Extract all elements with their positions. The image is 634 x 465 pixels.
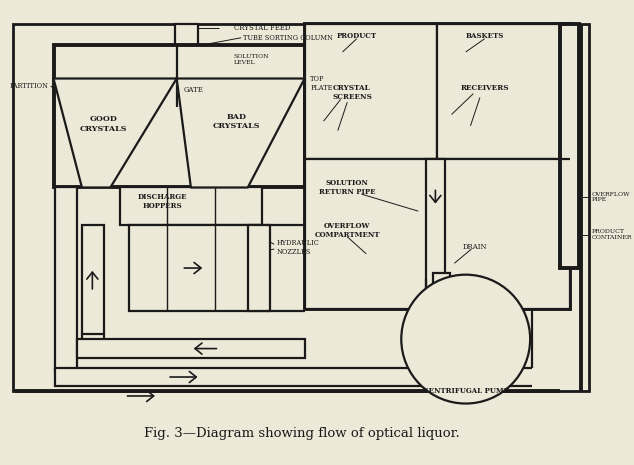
Bar <box>560 24 579 268</box>
Bar <box>77 339 304 358</box>
Text: BAD
CRYSTALS: BAD CRYSTALS <box>212 113 260 130</box>
Text: BASKETS: BASKETS <box>465 32 504 40</box>
Bar <box>432 273 450 297</box>
Polygon shape <box>53 79 177 187</box>
Bar <box>13 24 589 391</box>
Bar <box>437 24 570 159</box>
Text: DISCHARGE
HOPPERS: DISCHARGE HOPPERS <box>138 193 187 210</box>
Bar <box>437 159 570 309</box>
Bar <box>304 159 437 309</box>
Bar <box>426 159 445 334</box>
Text: OVERFLOW
COMPARTMENT: OVERFLOW COMPARTMENT <box>314 221 380 239</box>
Bar <box>304 24 437 159</box>
Bar <box>248 226 269 311</box>
Bar <box>175 24 198 46</box>
Text: PRODUCT
CONTAINER: PRODUCT CONTAINER <box>592 229 632 240</box>
Bar <box>82 226 104 334</box>
Bar <box>55 187 77 372</box>
Text: CENTRIFUGAL PUMP: CENTRIFUGAL PUMP <box>423 387 508 395</box>
Text: HYDRAULIC
NOZZLES: HYDRAULIC NOZZLES <box>276 239 319 256</box>
Polygon shape <box>177 79 304 187</box>
Text: DRAIN: DRAIN <box>463 243 488 251</box>
Text: TUBE SORTING COLUMN: TUBE SORTING COLUMN <box>243 34 333 42</box>
Text: GOOD
CRYSTALS: GOOD CRYSTALS <box>80 115 127 133</box>
Bar <box>129 226 267 311</box>
Circle shape <box>401 275 530 404</box>
Bar <box>53 46 304 187</box>
Text: PRODUCT: PRODUCT <box>337 32 377 40</box>
Text: Fig. 3—Diagram showing flow of optical liquor.: Fig. 3—Diagram showing flow of optical l… <box>144 427 460 440</box>
Text: PARTITION: PARTITION <box>10 82 49 90</box>
Text: SOLUTION
LEVEL: SOLUTION LEVEL <box>233 54 269 65</box>
Text: GATE: GATE <box>183 86 204 94</box>
Bar <box>55 367 456 386</box>
Text: OVERFLOW
PIPE: OVERFLOW PIPE <box>592 192 630 202</box>
Text: RECEIVERS: RECEIVERS <box>460 84 509 92</box>
Text: CRYSTAL FEED: CRYSTAL FEED <box>233 24 290 32</box>
Bar <box>304 24 570 309</box>
Bar <box>120 187 262 226</box>
Text: TOP
PLATE: TOP PLATE <box>310 75 333 92</box>
Text: CRYSTAL
SCREENS: CRYSTAL SCREENS <box>332 84 372 101</box>
Text: SOLUTION
RETURN PIPE: SOLUTION RETURN PIPE <box>319 179 375 196</box>
